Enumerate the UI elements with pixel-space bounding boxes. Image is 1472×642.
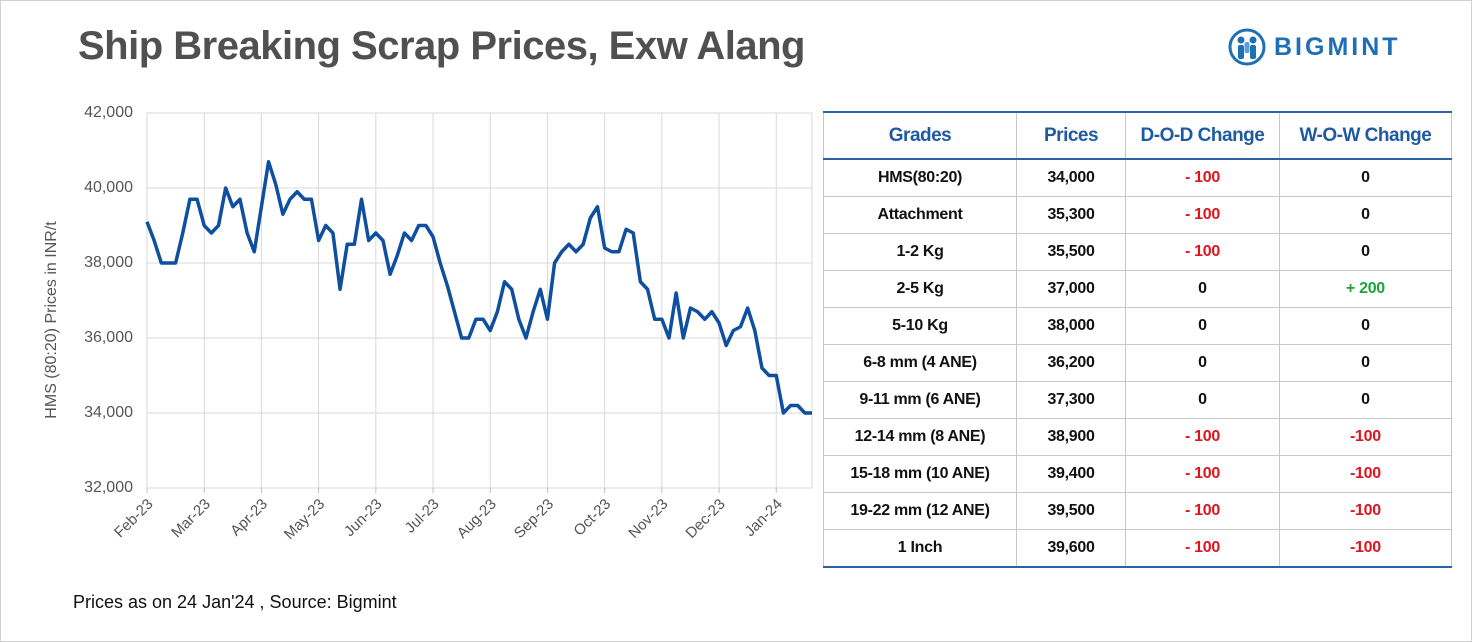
table-cell: -100 (1278, 529, 1453, 568)
table-cell: 0 (1125, 344, 1280, 382)
y-tick-label: 40,000 (84, 179, 133, 196)
table-cell: 38,900 (1016, 418, 1127, 456)
x-tick-label: Jan-24 (741, 496, 785, 540)
y-axis-label: HMS (80:20) Prices in INR/t (43, 221, 60, 419)
logo-text: BIGMINT (1274, 32, 1401, 61)
x-tick-label: Feb-23 (111, 496, 157, 542)
table-cell: 35,300 (1016, 196, 1127, 234)
table-cell: 6-8 mm (4 ANE) (822, 344, 1018, 382)
table-cell: 0 (1278, 159, 1453, 197)
table-cell: 19-22 mm (12 ANE) (822, 492, 1018, 530)
table-cell: 35,500 (1016, 233, 1127, 271)
table-cell: 0 (1278, 381, 1453, 419)
table-cell: 5-10 Kg (822, 307, 1018, 345)
footer: Prices as on 24 Jan'24 , Source: Bigmint (73, 592, 397, 612)
table-cell: -100 (1278, 492, 1453, 530)
table-cell: -100 (1278, 455, 1453, 493)
table-header-cell: Grades (822, 111, 1018, 160)
table-cell: 0 (1278, 233, 1453, 271)
table-cell: 39,600 (1016, 529, 1127, 568)
table-cell: Attachment (822, 196, 1018, 234)
table-cell: 37,000 (1016, 270, 1127, 308)
table-cell: 1 Inch (822, 529, 1018, 568)
logo-icon (1228, 28, 1266, 66)
x-tick-label: Dec-23 (682, 496, 728, 542)
x-tick-label: Nov-23 (625, 496, 671, 542)
x-tick-label: Mar-23 (168, 496, 214, 542)
line-series (145, 160, 812, 415)
table-row: 6-8 mm (4 ANE) 36,200 0 0 (822, 344, 1453, 382)
x-tick-label: Jun-23 (341, 496, 385, 540)
y-tick-label: 36,000 (84, 329, 133, 346)
table-cell: - 100 (1125, 196, 1280, 234)
table-row: 15-18 mm (10 ANE) 39,400- 100 -100 (822, 455, 1453, 493)
table-cell: 39,400 (1016, 455, 1127, 493)
y-tick-label: 42,000 (84, 104, 133, 121)
price-table: Grades Prices D-O-D Change W-O-W Change HMS(… (822, 111, 1453, 568)
table-cell: - 100 (1125, 159, 1280, 197)
table-cell: 2-5 Kg (822, 270, 1018, 308)
table-row: HMS(80:20) 34,000- 100 0 (822, 159, 1453, 197)
x-tick-label: Oct-23 (570, 496, 614, 540)
table-cell: 0 (1125, 270, 1280, 308)
table-row: 19-22 mm (12 ANE) 39,500- 100 -100 (822, 492, 1453, 530)
table-header-row: Grades Prices D-O-D Change W-O-W Change (822, 111, 1453, 160)
table-cell: -100 (1278, 418, 1453, 456)
table-cell: 9-11 mm (6 ANE) (822, 381, 1018, 419)
y-tick-label: 38,000 (84, 254, 133, 271)
y-tick-label: 32,000 (84, 479, 133, 496)
table-cell: 36,200 (1016, 344, 1127, 382)
table-cell: 0 (1125, 307, 1280, 345)
table-cell: - 100 (1125, 233, 1280, 271)
title: Ship Breaking Scrap Prices, Exw Alang (78, 24, 805, 68)
table-row: 1 Inch 39,600- 100 -100 (822, 529, 1453, 568)
table-cell: 38,000 (1016, 307, 1127, 345)
table-cell: 39,500 (1016, 492, 1127, 530)
table-cell: - 100 (1125, 455, 1280, 493)
table-cell: 15-18 mm (10 ANE) (822, 455, 1018, 493)
x-tick-label: Aug-23 (454, 496, 500, 542)
table-header-cell: D-O-D Change (1125, 111, 1280, 160)
x-tick-label: Sep-23 (511, 496, 557, 542)
table-cell: 0 (1278, 307, 1453, 345)
x-tick-label: May-23 (281, 496, 328, 543)
table-row: 5-10 Kg 38,000 0 0 (822, 307, 1453, 345)
table-row: 1-2 Kg 35,500- 100 0 (822, 233, 1453, 271)
plot-area (146, 112, 813, 489)
table-cell: 12-14 mm (8 ANE) (822, 418, 1018, 456)
table-header-cell: Prices (1016, 111, 1127, 160)
table-row: 9-11 mm (6 ANE) 37,300 0 0 (822, 381, 1453, 419)
table-cell: - 100 (1125, 492, 1280, 530)
table-cell: 37,300 (1016, 381, 1127, 419)
table-cell: + 200 (1278, 270, 1453, 308)
x-tick-label: Apr-23 (227, 496, 271, 540)
y-tick-label: 34,000 (84, 404, 133, 421)
table-cell: 1-2 Kg (822, 233, 1018, 271)
table-header-cell: W-O-W Change (1278, 111, 1453, 160)
table-cell: 0 (1278, 344, 1453, 382)
table-cell: 0 (1278, 196, 1453, 234)
table-cell: - 100 (1125, 529, 1280, 568)
table-row: Attachment 35,300- 100 0 (822, 196, 1453, 234)
table-cell: 0 (1125, 381, 1280, 419)
chart: HMS (80:20) Prices in INR/t 32,000 34,000… (43, 104, 813, 543)
table-cell: HMS(80:20) (822, 159, 1018, 197)
logo: BIGMINT (1228, 28, 1401, 66)
table-cell: - 100 (1125, 418, 1280, 456)
table-row: 12-14 mm (8 ANE) 38,900- 100 -100 (822, 418, 1453, 456)
table-cell: 34,000 (1016, 159, 1127, 197)
table-row: 2-5 Kg 37,000 0 + 200 (822, 270, 1453, 308)
x-tick-label: Jul-23 (402, 496, 443, 537)
